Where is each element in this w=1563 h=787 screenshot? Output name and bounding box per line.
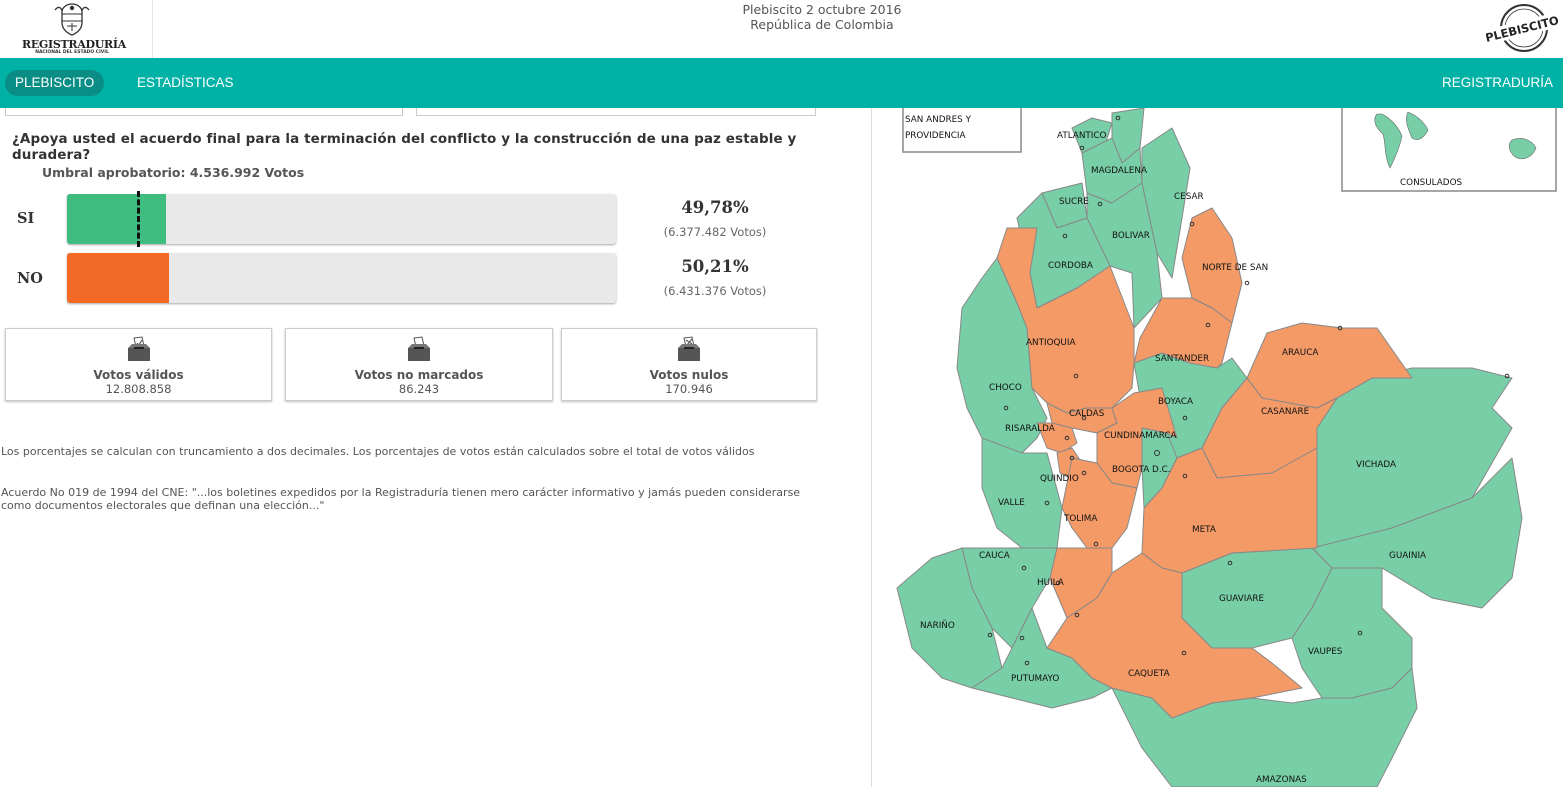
ballot-box-check-icon xyxy=(127,336,150,361)
dept-cundinamarca-shape[interactable] xyxy=(1096,387,1178,489)
stamp-text: PLEBISCITO xyxy=(1486,13,1558,45)
cne-disclaimer: Acuerdo No 019 de 1994 del CNE: "...los … xyxy=(1,486,801,512)
no-bar-fill xyxy=(67,253,169,303)
map-label-cundinamarca: CUNDINAMARCA xyxy=(1104,431,1177,441)
map-label-amazonas: AMAZONAS xyxy=(1256,775,1307,785)
map-label-bogota: BOGOTA D.C. xyxy=(1112,465,1171,475)
dept-santander-shape[interactable] xyxy=(1133,297,1233,369)
map-label-cordoba: CORDOBA xyxy=(1048,261,1093,271)
ballot-box-null-icon xyxy=(678,336,700,361)
valid-votes-value: 12.808.858 xyxy=(105,382,172,396)
plebiscito-stamp-logo: PLEBISCITO xyxy=(1486,4,1558,52)
map-label-guaviare: GUAVIARE xyxy=(1219,594,1264,604)
si-percentage: 49,78% xyxy=(681,198,749,217)
dept-narino-shape[interactable] xyxy=(896,547,1003,689)
map-label-bolivar: BOLIVAR xyxy=(1112,231,1150,241)
unmarked-votes-label: Votos no marcados xyxy=(354,368,484,382)
brand-subtitle: NACIONAL DEL ESTADO CIVIL xyxy=(35,50,109,55)
dept-risaralda-shape[interactable] xyxy=(1036,422,1078,454)
no-percentage: 50,21% xyxy=(681,257,749,276)
nav-item-estadisticas[interactable]: ESTADÍSTICAS xyxy=(137,75,234,90)
top-panel-edge-right xyxy=(416,108,816,116)
nav-item-registraduria[interactable]: REGISTRADURÍA xyxy=(1441,75,1553,90)
ballot-box-blank-icon xyxy=(408,336,430,361)
map-label-guainia: GUAINIA xyxy=(1389,551,1426,561)
map-label-caqueta: CAQUETA xyxy=(1128,669,1170,679)
option-si-label: SI xyxy=(17,210,35,227)
plebiscite-question: ¿Apoya usted el acuerdo final para la te… xyxy=(12,131,797,163)
top-panel-edge-left xyxy=(5,108,403,116)
inset-san-andres-label-2: PROVIDENCIA xyxy=(905,131,965,141)
map-label-sucre: SUCRE xyxy=(1059,197,1089,207)
inset-san-andres-label-1: SAN ANDRES Y xyxy=(905,115,972,125)
inset-consulados-label: CONSULADOS xyxy=(1400,178,1462,188)
department-labels: ATLANTICO MAGDALENA CESAR SUCRE BOLIVAR … xyxy=(920,131,1426,785)
coat-of-arms-icon xyxy=(54,3,90,36)
map-label-caldas: CALDAS xyxy=(1069,409,1105,419)
map-label-meta: META xyxy=(1192,525,1216,535)
valid-votes-card: Votos válidos 12.808.858 xyxy=(5,328,272,401)
option-no-label: NO xyxy=(17,270,43,287)
nav-item-plebiscito[interactable]: PLEBISCITO xyxy=(5,70,105,96)
registraduria-logo[interactable]: REGISTRADURÍA NACIONAL DEL ESTADO CIVIL xyxy=(0,0,153,58)
map-label-boyaca: BOYACA xyxy=(1158,397,1193,407)
san-andres-inset[interactable]: SAN ANDRES Y PROVIDENCIA xyxy=(902,108,1022,153)
map-label-valle: VALLE xyxy=(998,498,1025,508)
approval-threshold: Umbral aprobatorio: 4.536.992 Votos xyxy=(42,165,305,180)
map-label-magdalena: MAGDALENA xyxy=(1091,166,1147,176)
map-label-antioquia: ANTIOQUIA xyxy=(1026,338,1075,348)
si-result-bar xyxy=(67,194,616,244)
map-label-cesar: CESAR xyxy=(1174,192,1204,202)
dept-vaupes-shape[interactable] xyxy=(1291,567,1413,699)
title-line-2: República de Colombia xyxy=(750,17,894,32)
capital-markers xyxy=(987,115,1510,666)
map-label-huila: HUILA xyxy=(1037,578,1064,588)
valid-votes-label: Votos válidos xyxy=(93,368,184,382)
map-label-arauca: ARAUCA xyxy=(1282,348,1318,358)
map-label-putumayo: PUTUMAYO xyxy=(1011,674,1059,684)
results-map: SAN ANDRES Y PROVIDENCIA CONSULADOS xyxy=(896,108,1557,787)
top-header: REGISTRADURÍA NACIONAL DEL ESTADO CIVIL … xyxy=(0,0,1563,58)
panel-divider xyxy=(871,108,872,787)
map-label-norte-de-santander: NORTE DE SAN xyxy=(1202,263,1268,273)
dept-tolima-shape[interactable] xyxy=(1061,457,1138,549)
main-navbar: PLEBISCITO ESTADÍSTICAS REGISTRADURÍA xyxy=(0,58,1563,108)
map-label-quindio: QUINDIO xyxy=(1040,474,1079,484)
map-label-risaralda: RISARALDA xyxy=(1005,424,1055,434)
map-label-casanare: CASANARE xyxy=(1261,407,1309,417)
map-label-choco: CHOCO xyxy=(989,383,1022,393)
consulados-inset[interactable]: CONSULADOS xyxy=(1341,108,1557,192)
dept-caqueta-shape[interactable] xyxy=(1046,552,1303,719)
null-votes-value: 170.946 xyxy=(665,382,713,396)
threshold-marker xyxy=(137,191,140,247)
map-label-narino: NARIÑO xyxy=(920,620,955,631)
null-votes-card: Votos nulos 170.946 xyxy=(561,328,817,401)
department-shapes xyxy=(896,108,1523,787)
unmarked-votes-card: Votos no marcados 86.243 xyxy=(285,328,553,401)
page-title: Plebiscito 2 octubre 2016 República de C… xyxy=(700,2,944,32)
map-label-santander: SANTANDER xyxy=(1155,354,1209,364)
no-result-bar xyxy=(67,253,616,303)
title-line-1: Plebiscito 2 octubre 2016 xyxy=(742,2,902,17)
null-votes-label: Votos nulos xyxy=(649,368,729,382)
map-label-vaupes: VAUPES xyxy=(1308,647,1343,657)
brand-name: REGISTRADURÍA xyxy=(22,38,126,51)
si-bar-fill xyxy=(67,194,166,244)
dept-antioquia-shape[interactable] xyxy=(996,227,1135,414)
unmarked-votes-value: 86.243 xyxy=(398,382,440,396)
si-votes: (6.377.482 Votos) xyxy=(663,225,767,239)
map-label-tolima: TOLIMA xyxy=(1063,514,1097,524)
map-label-cauca: CAUCA xyxy=(979,551,1010,561)
map-label-vichada: VICHADA xyxy=(1356,460,1396,470)
map-label-atlantico: ATLANTICO xyxy=(1057,131,1107,141)
dept-valle-shape[interactable] xyxy=(981,437,1063,549)
no-votes: (6.431.376 Votos) xyxy=(663,284,767,298)
percentage-note: Los porcentajes se calculan con truncami… xyxy=(1,445,755,458)
